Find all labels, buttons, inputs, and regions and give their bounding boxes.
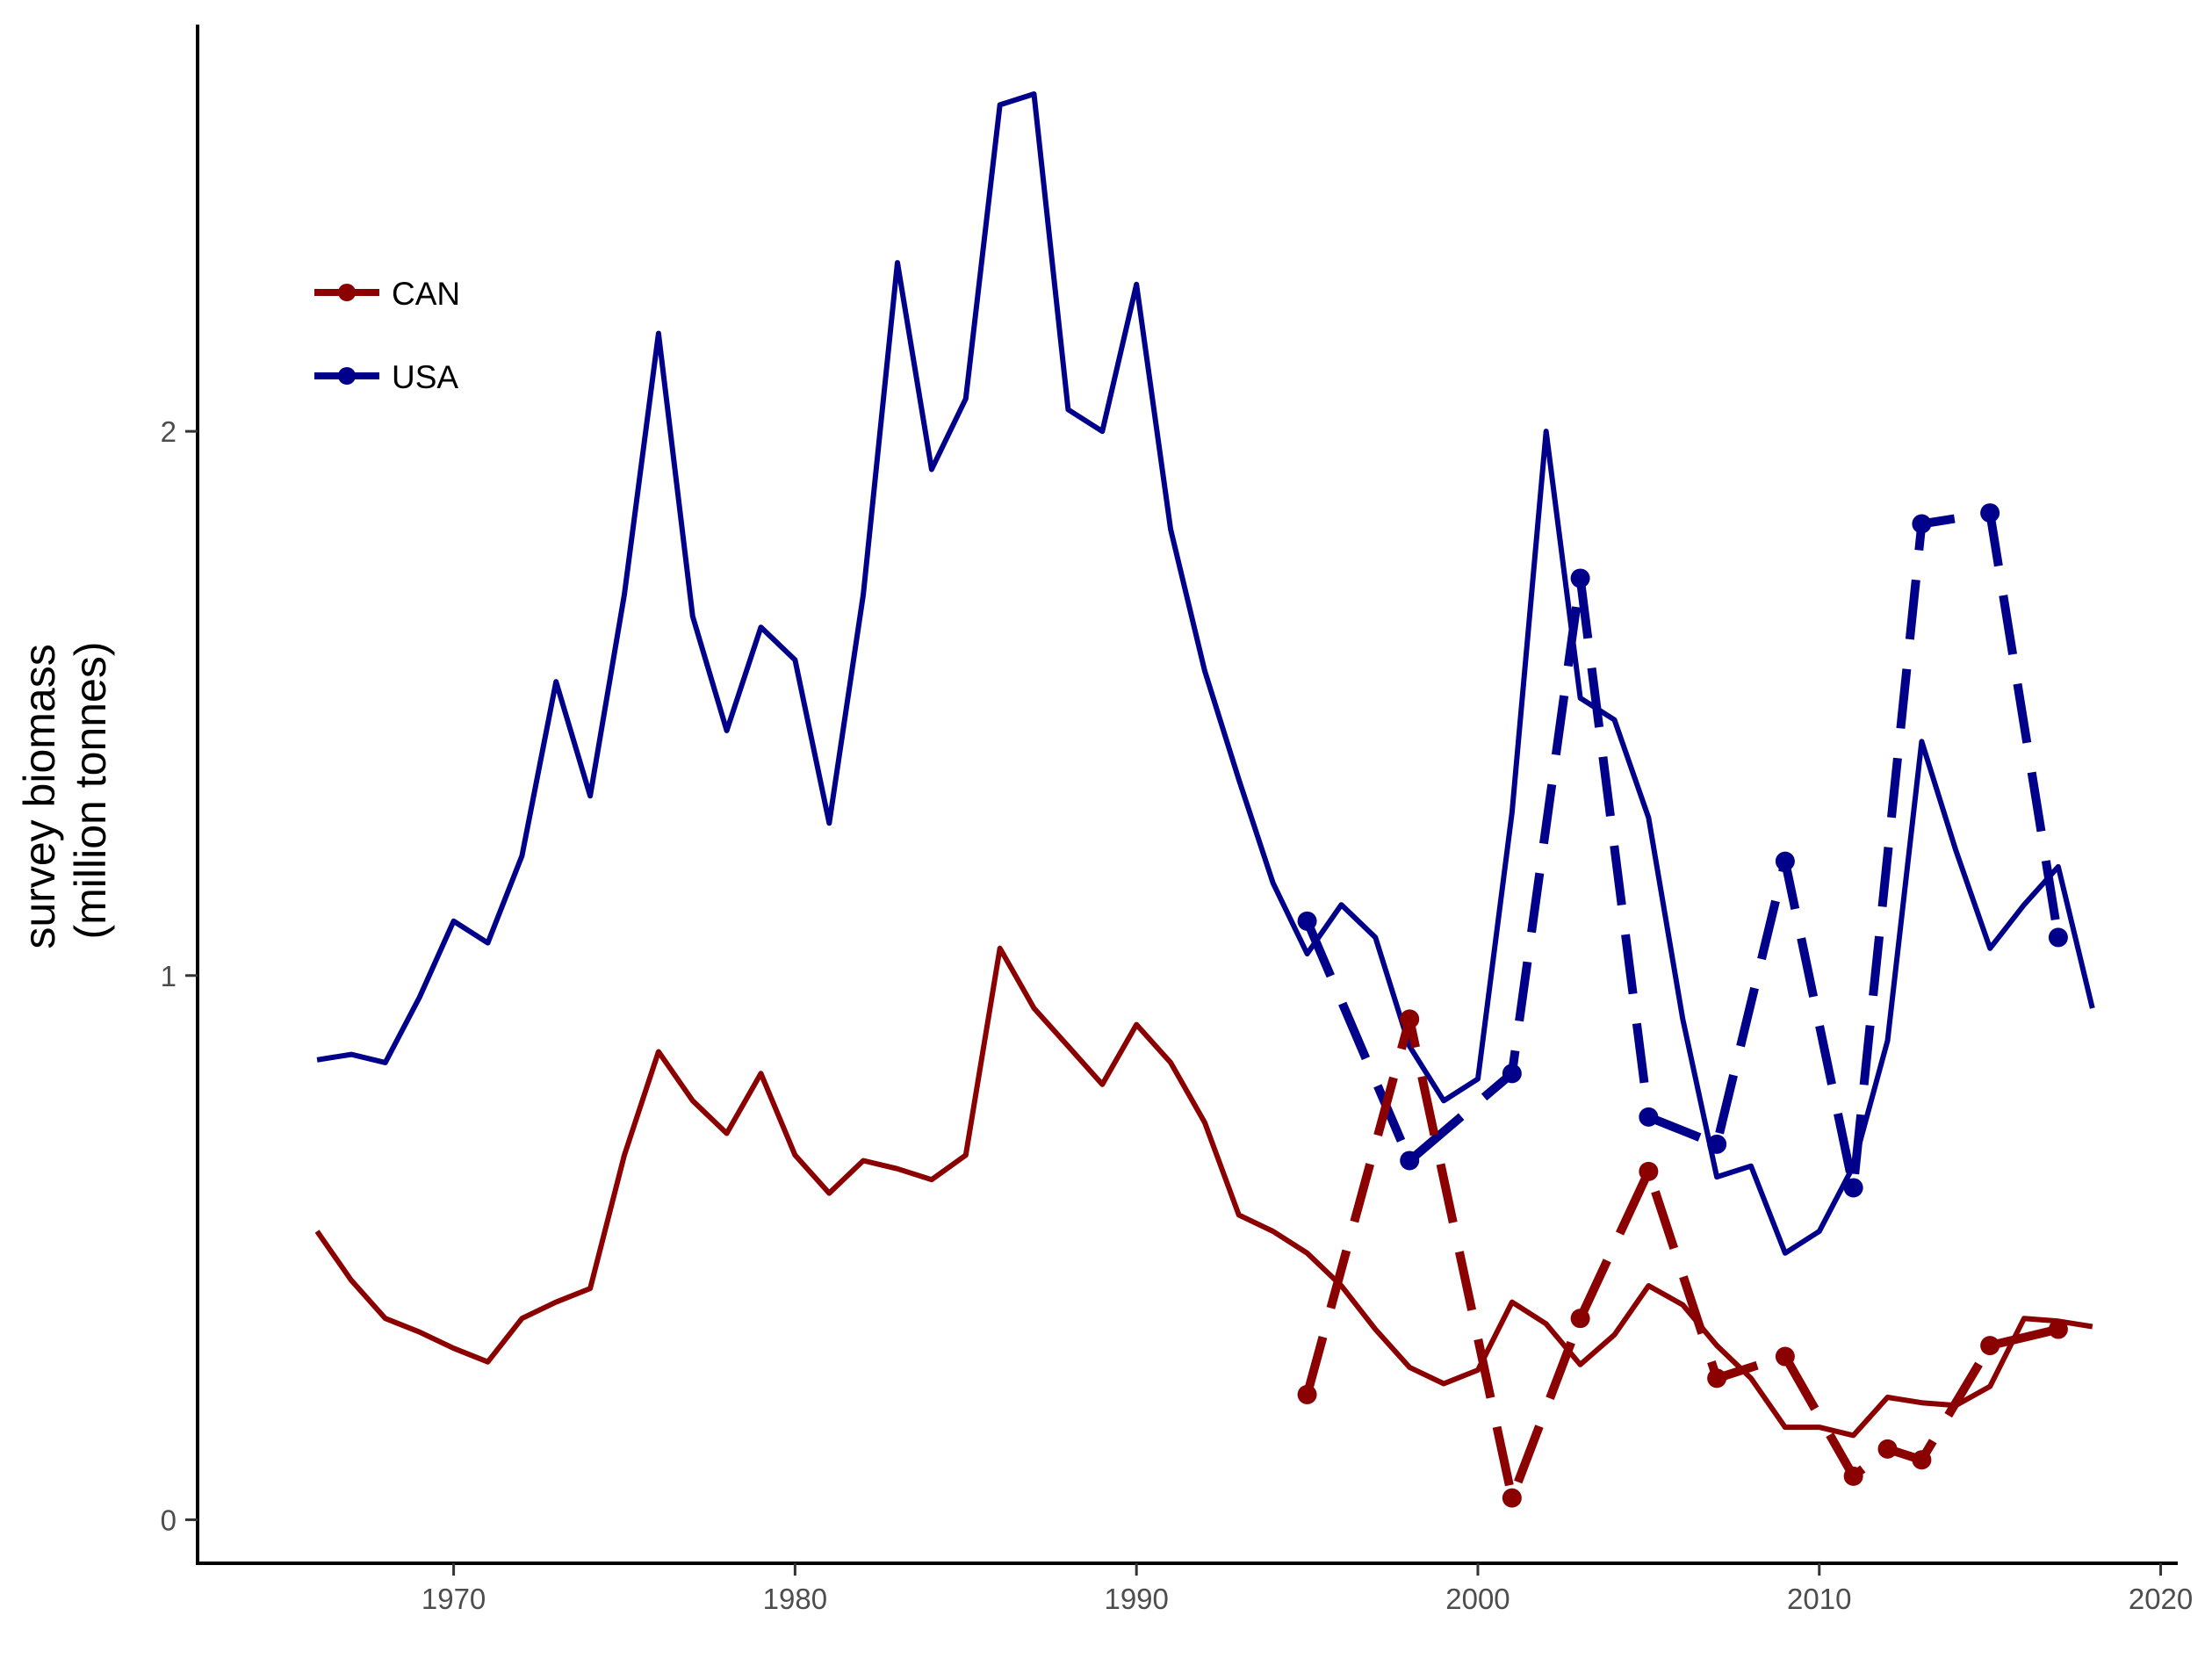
x-tick-label-2020: 2020 xyxy=(2129,1583,2193,1615)
legend-item-can: CAN xyxy=(314,276,460,312)
can-point-2013 xyxy=(1912,1450,1932,1470)
can-point-2009 xyxy=(1775,1346,1795,1367)
legend: CAN USA xyxy=(314,276,460,395)
usa-point-1998 xyxy=(1400,1150,1420,1171)
usa-dashed-line xyxy=(1303,509,2063,1193)
usa-point-2011 xyxy=(1843,1178,1863,1198)
y-tick-label-0: 0 xyxy=(161,1504,177,1536)
usa-point-2003 xyxy=(1570,568,1590,588)
can-point-2001 xyxy=(1502,1488,1522,1508)
y-tick-label-1: 1 xyxy=(161,960,177,992)
x-tick-label-2000: 2000 xyxy=(1445,1583,1509,1615)
usa-point-2001 xyxy=(1502,1064,1522,1084)
y-axis-title: survey biomass (million tonnes) xyxy=(15,631,115,949)
y-tick-label-2: 2 xyxy=(161,415,177,448)
y-axis-ticks: 0 1 2 xyxy=(161,415,198,1536)
can-point-2003 xyxy=(1570,1309,1590,1329)
usa-point-1995 xyxy=(1297,911,1317,931)
can-point-2007 xyxy=(1707,1368,1727,1389)
legend-label-can: CAN xyxy=(392,276,460,312)
usa-point-2007 xyxy=(1707,1134,1727,1154)
legend-item-usa: USA xyxy=(314,359,458,395)
usa-point-2013 xyxy=(1912,514,1932,534)
x-tick-label-1970: 1970 xyxy=(422,1583,486,1615)
x-axis-ticks: 1970 1980 1990 2000 2010 2020 xyxy=(422,1563,2193,1615)
legend-key-point xyxy=(338,284,356,301)
usa-point-2009 xyxy=(1775,851,1795,871)
x-tick-label-2010: 2010 xyxy=(1787,1583,1851,1615)
can-point-2011 xyxy=(1843,1466,1863,1486)
can-point-2012 xyxy=(1877,1439,1898,1459)
can-dashed-line xyxy=(1302,1014,2060,1503)
can-point-1995 xyxy=(1297,1384,1317,1404)
x-tick-label-1980: 1980 xyxy=(763,1583,827,1615)
usa-solid-line xyxy=(316,91,2095,1256)
plot-lines xyxy=(314,91,2095,1503)
legend-label-usa: USA xyxy=(392,359,458,395)
can-point-2017 xyxy=(2048,1319,2068,1339)
y-axis-title-line-1: survey biomass xyxy=(15,644,64,949)
usa-point-2017 xyxy=(2048,927,2068,948)
y-axis-title-line-2: (million tonnes) xyxy=(66,641,115,939)
usa-point-2005 xyxy=(1639,1107,1659,1127)
can-point-2015 xyxy=(1980,1336,2000,1356)
usa-point-2015 xyxy=(1980,503,2000,523)
legend-key-point xyxy=(338,367,356,385)
can-point-2005 xyxy=(1639,1161,1659,1181)
x-tick-label-1990: 1990 xyxy=(1104,1583,1168,1615)
can-point-1998 xyxy=(1400,1009,1420,1029)
can-solid-line xyxy=(314,945,2093,1439)
plot-points xyxy=(1297,503,2068,1508)
